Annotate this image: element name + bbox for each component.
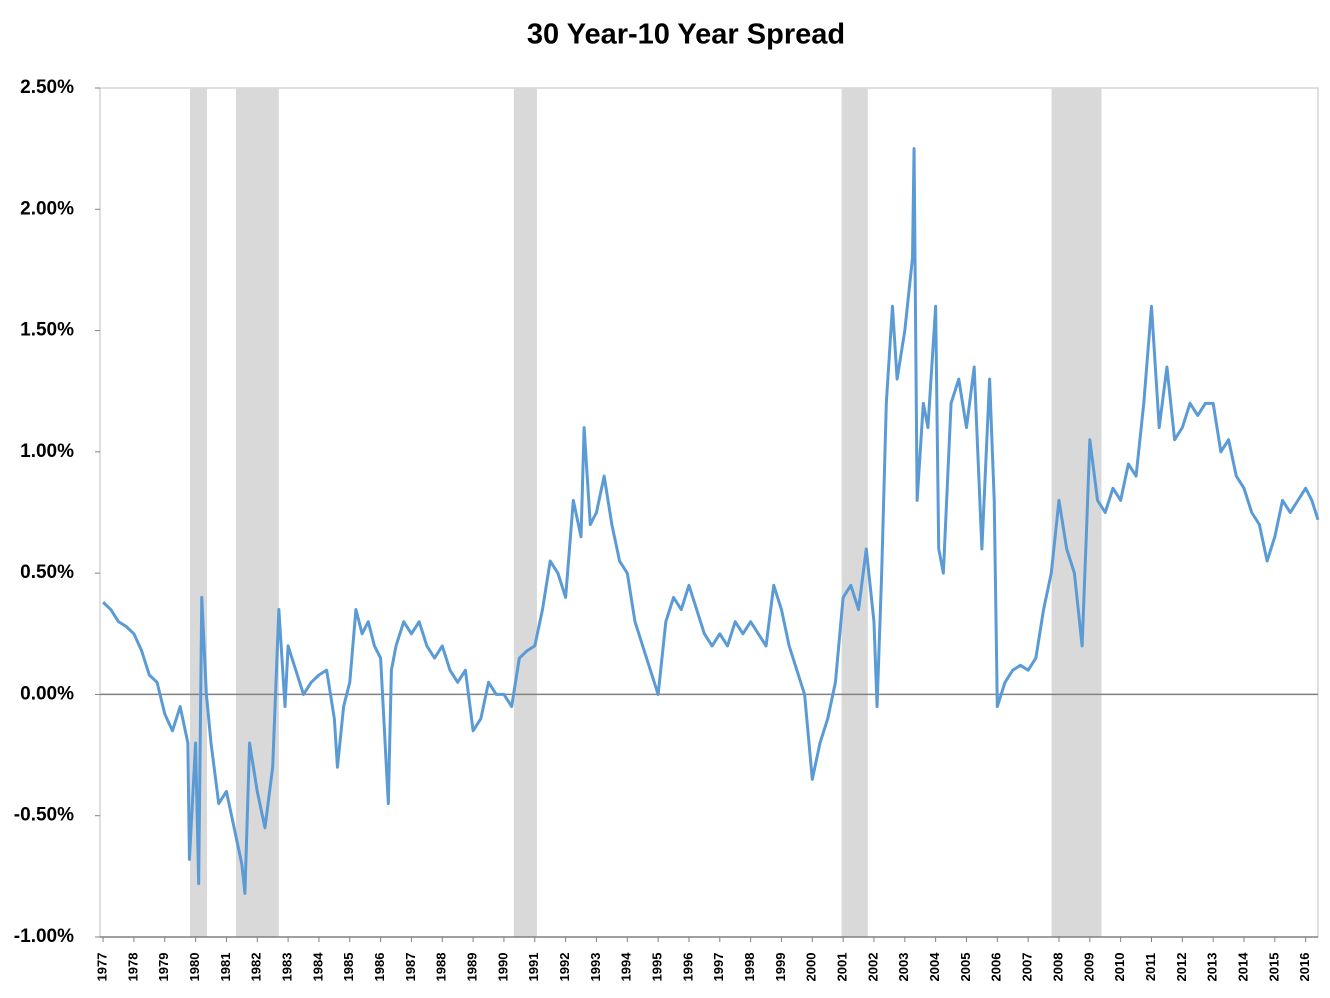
y-tick-label: 1.50%: [20, 320, 74, 341]
x-tick-label: 1980: [187, 953, 202, 982]
recession-band: [235, 88, 279, 937]
x-tick-label: 1999: [773, 953, 788, 982]
x-tick-label: 2013: [1205, 953, 1220, 982]
x-tick-label: 1991: [526, 953, 541, 982]
x-tick-label: 1998: [742, 953, 757, 982]
spread-line: [102, 147, 1320, 895]
recession-band: [190, 88, 207, 937]
x-tick-label: 1995: [650, 953, 665, 982]
y-tick-label: -1.00%: [14, 926, 74, 947]
x-tick-label: 1983: [280, 953, 295, 982]
y-tick-label: 2.00%: [20, 198, 74, 219]
recession-band: [841, 88, 868, 937]
x-tick-label: 1979: [156, 953, 171, 982]
y-tick-label: 0.00%: [20, 683, 74, 704]
x-tick-label: 1986: [372, 953, 387, 982]
x-tick-label: 1994: [619, 952, 634, 982]
recession-band: [513, 88, 537, 937]
y-tick-label: 1.00%: [20, 441, 74, 462]
x-tick-label: 2005: [958, 953, 973, 982]
x-tick-label: 2007: [1020, 953, 1035, 982]
x-tick-label: 2015: [1266, 953, 1281, 982]
x-tick-label: 1981: [218, 953, 233, 982]
x-tick-label: 1988: [434, 953, 449, 982]
x-tick-label: 1993: [588, 953, 603, 982]
x-tick-label: 2009: [1081, 953, 1096, 982]
x-tick-label: 2016: [1297, 953, 1312, 982]
y-tick-label: 2.50%: [20, 77, 74, 98]
y-tick-label: 0.50%: [20, 562, 74, 583]
chart-title: 30 Year-10 Year Spread: [527, 19, 845, 51]
x-tick-label: 1984: [310, 952, 325, 982]
y-tick-label: -0.50%: [14, 805, 74, 826]
x-tick-label: 2002: [865, 953, 880, 982]
x-tick-label: 1985: [341, 953, 356, 982]
x-tick-label: 1978: [125, 953, 140, 982]
x-tick-label: 1987: [403, 953, 418, 982]
x-tick-label: 1990: [495, 953, 510, 982]
x-tick-label: 2008: [1050, 953, 1065, 982]
x-tick-label: 2003: [896, 953, 911, 982]
plot-area: [99, 87, 1319, 938]
x-tick-label: 2004: [927, 952, 942, 982]
x-tick-label: 1996: [680, 953, 695, 982]
x-tick-label: 2014: [1235, 952, 1250, 982]
x-tick-label: 2012: [1174, 953, 1189, 982]
x-tick-label: 2011: [1143, 953, 1158, 981]
x-tick-label: 2010: [1112, 953, 1127, 982]
x-tick-label: 2000: [804, 953, 819, 982]
x-tick-label: 2001: [835, 953, 850, 982]
x-tick-label: 1992: [557, 953, 572, 982]
x-tick-label: 1997: [711, 953, 726, 982]
x-tick-label: 1977: [95, 953, 110, 982]
x-tick-label: 1982: [249, 953, 264, 982]
x-tick-label: 1989: [465, 953, 480, 982]
x-tick-label: 2006: [989, 953, 1004, 982]
